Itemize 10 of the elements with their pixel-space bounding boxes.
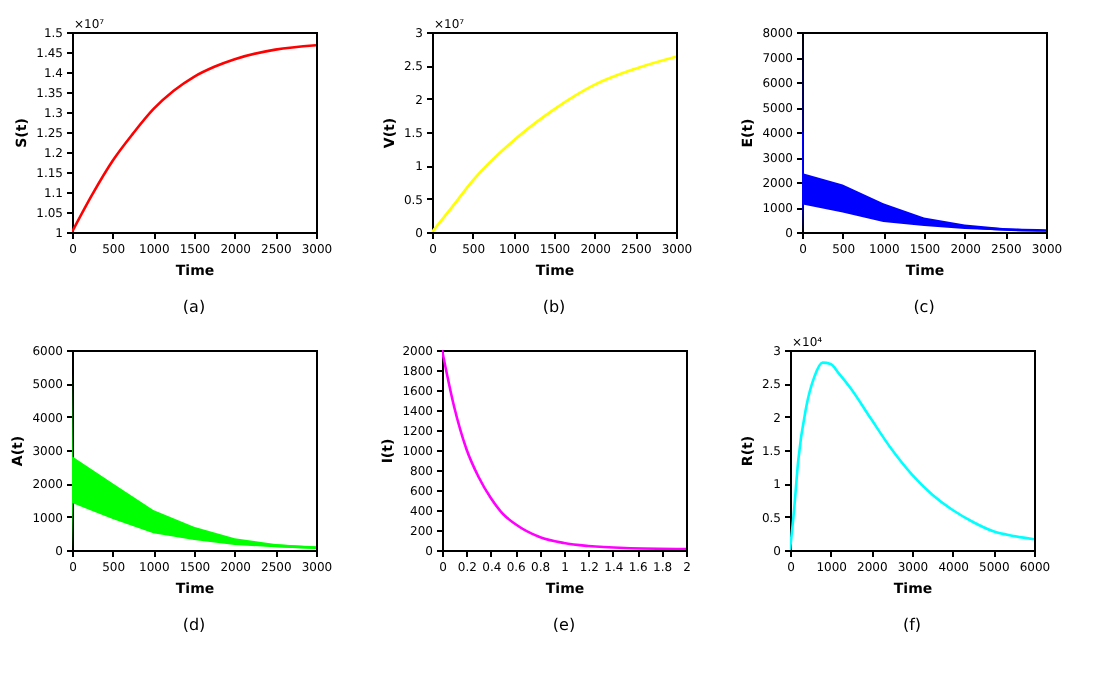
line-series (442, 350, 686, 550)
line-series (72, 43, 316, 232)
line-series (432, 55, 676, 232)
line-series (790, 361, 1034, 550)
text: (a) (182, 298, 206, 316)
text: (d) (182, 616, 206, 634)
text: (c) (913, 298, 935, 316)
text: (f) (902, 616, 922, 634)
text: (e) (552, 616, 576, 634)
text: (b) (542, 298, 566, 316)
